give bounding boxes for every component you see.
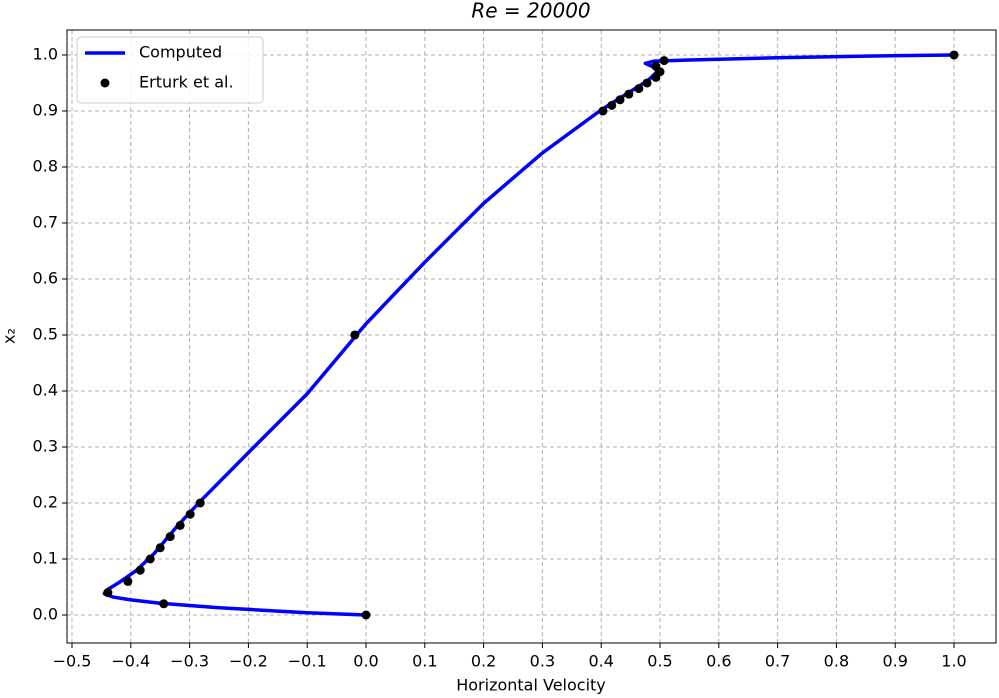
data-point: [195, 498, 205, 508]
x-tick-label: −0.4: [111, 652, 150, 671]
data-point: [175, 520, 185, 530]
data-point: [634, 84, 644, 94]
y-tick-label: 0.2: [33, 492, 58, 511]
data-point: [165, 532, 175, 542]
y-axis-label: x₂: [0, 328, 19, 344]
data-point: [145, 554, 155, 564]
plot-frame: [66, 29, 997, 644]
data-point: [103, 588, 113, 598]
x-tick-label: −0.3: [170, 652, 209, 671]
data-point: [607, 100, 617, 110]
data-point: [185, 509, 195, 519]
y-tick-label: 0.4: [33, 380, 58, 399]
y-tick-label: 0.3: [33, 436, 58, 455]
y-tick-label: 0.1: [33, 548, 58, 567]
data-point: [615, 95, 625, 105]
legend-label: Computed: [139, 43, 222, 62]
y-tick-label: 0.9: [33, 100, 58, 119]
x-axis-label: Horizontal Velocity: [456, 676, 606, 695]
legend-label: Erturk et al.: [139, 73, 234, 92]
x-tick-label: −0.5: [53, 652, 92, 671]
data-point: [350, 330, 360, 340]
data-point: [624, 89, 634, 99]
x-tick-label: 0.1: [412, 652, 437, 671]
line-series: [102, 53, 955, 617]
data-point: [361, 610, 371, 620]
x-tick-label: −0.2: [229, 652, 268, 671]
x-tick-label: 0.0: [353, 652, 378, 671]
chart-title: Re = 20000: [471, 0, 590, 23]
y-tick-label: 1.0: [33, 44, 58, 63]
data-point: [659, 56, 669, 66]
x-tick-label: 0.4: [588, 652, 613, 671]
x-tick-label: 0.9: [882, 652, 907, 671]
y-tick-label: 0.6: [33, 268, 58, 287]
data-point: [949, 50, 959, 60]
data-point: [598, 106, 608, 116]
x-tick-label: 1.0: [941, 652, 966, 671]
x-tick-label: 0.6: [706, 652, 731, 671]
x-tick-label: 0.2: [471, 652, 496, 671]
x-tick-label: 0.5: [647, 652, 672, 671]
data-point: [159, 599, 169, 609]
data-point: [642, 78, 652, 88]
x-tick-label: 0.7: [765, 652, 790, 671]
data-point: [135, 565, 145, 575]
y-tick-label: 0.0: [33, 604, 58, 623]
legend: Computed Erturk et al.: [76, 36, 264, 104]
y-tick-label: 0.8: [33, 156, 58, 175]
x-tick-label: 0.3: [530, 652, 555, 671]
legend-swatch: [100, 78, 110, 88]
data-point: [155, 543, 165, 553]
x-tick-label: −0.1: [288, 652, 327, 671]
y-tick-label: 0.5: [33, 324, 58, 343]
y-tick-label: 0.7: [33, 212, 58, 231]
x-tick-label: 0.8: [824, 652, 849, 671]
data-point: [651, 72, 661, 82]
data-point: [123, 576, 133, 586]
